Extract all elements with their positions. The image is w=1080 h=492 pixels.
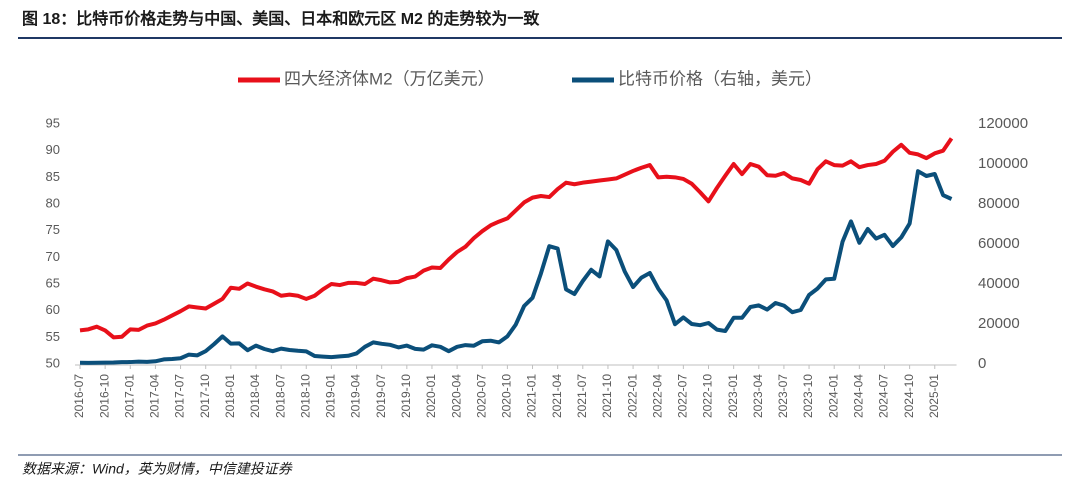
source: 数据来源：Wind，英为财情，中信建投证券 [22,461,293,477]
x-tick-label: 2025-01 [927,374,941,418]
x-tick-label: 2024-07 [877,374,891,418]
x-tick-label: 2018-10 [298,374,312,418]
legend-label: 四大经济体M2（万亿美元） [284,69,495,88]
series-line [79,169,953,365]
x-tick-label: 2024-01 [826,374,840,418]
y2-tick-label: 40000 [978,275,1020,292]
x-tick-label: 2016-07 [72,374,86,418]
x-tick-label: 2021-10 [600,374,614,418]
y2-tick-label: 20000 [978,315,1020,332]
x-tick-label: 2022-01 [625,374,639,418]
y2-tick-label: 80000 [978,195,1020,212]
x-tick-label: 2016-10 [97,374,111,418]
x-tick-label: 2017-07 [173,374,187,418]
x-tick-label: 2023-01 [726,374,740,418]
x-tick-label: 2017-01 [122,374,136,418]
x-tick-label: 2020-01 [424,374,438,418]
x-tick-label: 2021-07 [575,374,589,418]
x-tick-label: 2020-04 [449,374,463,418]
title: 图 18：比特币价格走势与中国、美国、日本和欧元区 M2 的走势较为一致 [22,9,540,28]
x-tick-label: 2022-04 [650,374,664,418]
x-tick-label: 2024-04 [852,374,866,418]
y2-tick-label: 120000 [978,115,1028,132]
y-tick-label: 65 [46,275,60,290]
y-tick-label: 70 [46,249,60,264]
x-tick-label: 2019-04 [349,374,363,418]
x-tick-label: 2021-01 [525,374,539,418]
x-tick-label: 2017-10 [198,374,212,418]
x-tick-label: 2023-04 [751,374,765,418]
legend-label: 比特币价格（右轴，美元） [618,69,822,88]
x-tick-label: 2019-10 [399,374,413,418]
x-tick-label: 2022-07 [676,374,690,418]
series-line [79,137,954,340]
x-tick-label: 2017-04 [148,374,162,418]
y-tick-label: 90 [46,142,60,157]
x-tick-label: 2020-07 [474,374,488,418]
y-tick-label: 80 [46,195,60,210]
x-tick-label: 2021-04 [550,374,564,418]
y-tick-label: 55 [46,329,60,344]
x-tick-label: 2022-10 [701,374,715,418]
x-tick-label: 2023-07 [776,374,790,418]
y-tick-label: 60 [46,302,60,317]
x-tick-label: 2020-10 [500,374,514,418]
x-tick-label: 2019-07 [374,374,388,418]
x-tick-label: 2018-04 [248,374,262,418]
x-tick-label: 2024-10 [902,374,916,418]
x-tick-label: 2019-01 [324,374,338,418]
y2-tick-label: 100000 [978,155,1028,172]
y-tick-label: 75 [46,222,60,237]
y-tick-label: 85 [46,169,60,184]
y-tick-label: 95 [46,115,60,130]
y-tick-label: 50 [46,355,60,370]
y2-tick-label: 60000 [978,235,1020,252]
x-tick-label: 2018-07 [273,374,287,418]
y2-tick-label: 0 [978,355,986,372]
x-tick-label: 2023-10 [801,374,815,418]
x-tick-label: 2018-01 [223,374,237,418]
